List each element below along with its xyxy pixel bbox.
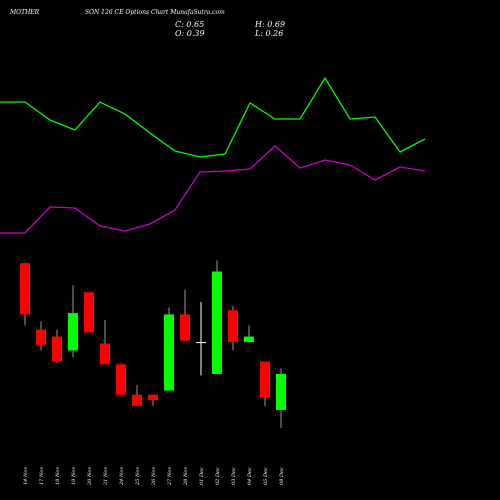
title: MOTHER — [9, 9, 40, 16]
x-tick-label: 26 Nov — [151, 467, 157, 486]
candle-body — [244, 336, 254, 343]
indicator-line — [0, 76, 426, 158]
candle-body — [100, 343, 110, 365]
ohlc-label: L: 0.26 — [254, 29, 283, 38]
candle-body — [84, 292, 94, 333]
candle-body — [212, 271, 222, 374]
candle-body — [36, 329, 46, 345]
x-tick-label: 17 Nov — [39, 467, 45, 485]
candle-body — [180, 314, 190, 341]
candle-body — [164, 314, 174, 391]
candle-body — [260, 361, 270, 398]
x-tick-label: 19 Nov — [71, 467, 77, 485]
candle-body — [132, 394, 142, 406]
ohlc-label: O: 0.39 — [175, 29, 205, 38]
x-tick-label: 24 Nov — [119, 467, 125, 486]
candle-body — [116, 364, 126, 395]
indicator-line — [0, 145, 426, 234]
x-tick-label: 21 Nov — [103, 467, 109, 486]
ohlc-label: H: 0.69 — [254, 20, 285, 29]
candle-body — [52, 336, 62, 362]
x-tick-label: 01 Dec — [199, 467, 205, 485]
x-tick-label: 20 Nov — [87, 467, 93, 486]
x-tick-label: 05 Dec — [263, 467, 269, 485]
x-tick-label: 25 Nov — [135, 467, 141, 486]
x-tick-label: 04 Dec — [247, 467, 253, 485]
x-tick-label: 28 Nov — [183, 467, 189, 486]
x-tick-label: 18 Nov — [55, 467, 61, 485]
x-tick-label: 14 Nov — [23, 467, 29, 485]
x-tick-label: 27 Nov — [167, 467, 173, 486]
candle-body — [148, 394, 158, 401]
title: SON 126 CE Options Chart MunafaSutra.com — [85, 9, 225, 16]
candle-body — [196, 342, 206, 344]
candle-body — [68, 313, 78, 351]
x-tick-label: 02 Dec — [215, 467, 221, 485]
candle-body — [276, 373, 286, 410]
x-tick-label: 08 Dec — [279, 467, 285, 485]
candle-body — [20, 263, 30, 315]
ohlc-label: C: 0.65 — [175, 20, 204, 29]
x-tick-label: 03 Dec — [231, 467, 237, 485]
candle-body — [228, 310, 238, 343]
